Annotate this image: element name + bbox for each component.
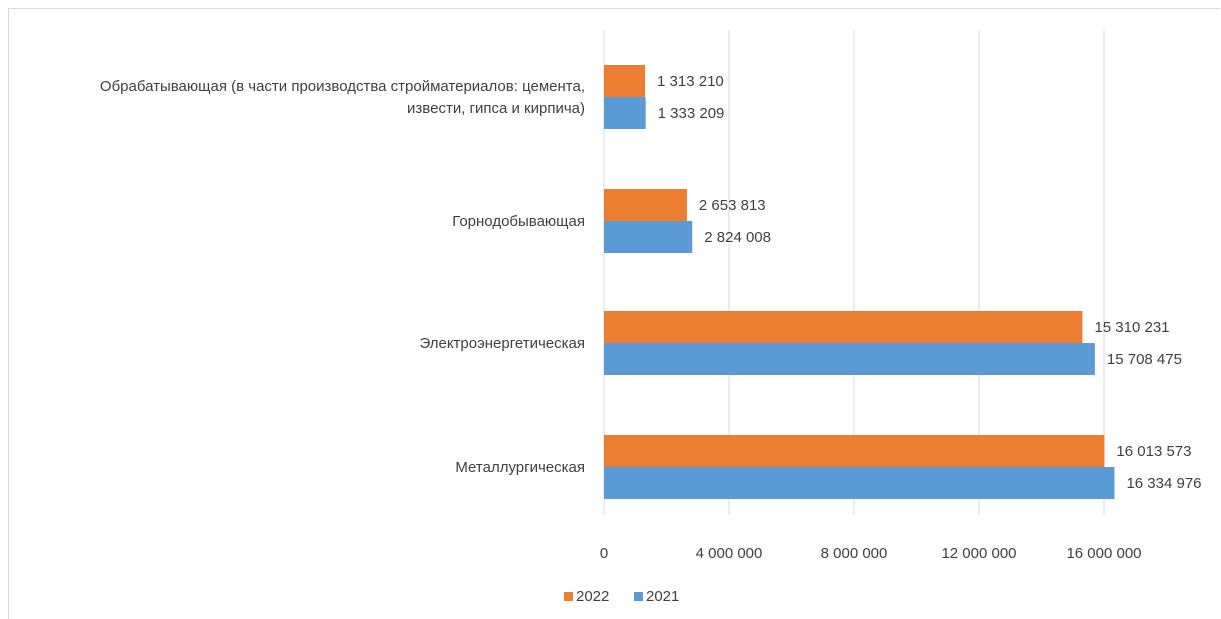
data-label-2022-cat-1: 2 653 813 [699, 197, 766, 214]
legend-swatch-2022 [564, 592, 573, 601]
legend-label-2022[interactable]: 2022 [576, 588, 609, 605]
x-tick-label-2: 8 000 000 [821, 545, 888, 562]
bars [604, 65, 1115, 499]
category-label-0-line-0: Обрабатывающая (в части производства стр… [100, 78, 585, 95]
data-labels: 1 313 210 1 333 209 2 653 813 2 824 008 15 3… [657, 73, 1202, 492]
data-label-2021-cat-0: 1 333 209 [658, 105, 725, 122]
bar-2021-cat-1 [604, 221, 693, 253]
legend-label-2021[interactable]: 2021 [646, 588, 679, 605]
data-label-2021-cat-2: 15 708 475 [1107, 351, 1182, 368]
category-label-1-line-0: Горнодобывающая [452, 213, 585, 230]
bar-2021-cat-3 [604, 467, 1115, 499]
x-axis-tick-labels: 0 4 000 000 8 000 000 12 000 000 16 000 000 [600, 545, 1142, 562]
bar-2022-cat-2 [604, 311, 1083, 343]
category-label-2-line-0: Электроэнергетическая [419, 335, 585, 352]
x-tick-label-0: 0 [600, 545, 608, 562]
bar-2022-cat-1 [604, 189, 687, 221]
data-label-2021-cat-1: 2 824 008 [704, 229, 771, 246]
bar-2022-cat-3 [604, 435, 1105, 467]
category-label-3-line-0: Металлургическая [455, 459, 585, 476]
bar-2021-cat-2 [604, 343, 1095, 375]
x-tick-label-4: 16 000 000 [1066, 545, 1141, 562]
bar-2022-cat-0 [604, 65, 646, 97]
x-tick-label-1: 4 000 000 [696, 545, 763, 562]
data-label-2022-cat-3: 16 013 573 [1116, 443, 1191, 460]
x-tick-label-3: 12 000 000 [941, 545, 1016, 562]
data-label-2022-cat-0: 1 313 210 [657, 73, 724, 90]
legend[interactable]: 2022 2021 [564, 588, 679, 605]
bar-2021-cat-0 [604, 97, 646, 129]
legend-swatch-2021 [634, 592, 643, 601]
data-label-2022-cat-2: 15 310 231 [1094, 319, 1169, 336]
category-label-0-line-1: извести, гипса и кирпича) [407, 100, 585, 117]
data-label-2021-cat-3: 16 334 976 [1126, 475, 1201, 492]
category-labels: Обрабатывающая (в части производства стр… [100, 78, 585, 476]
